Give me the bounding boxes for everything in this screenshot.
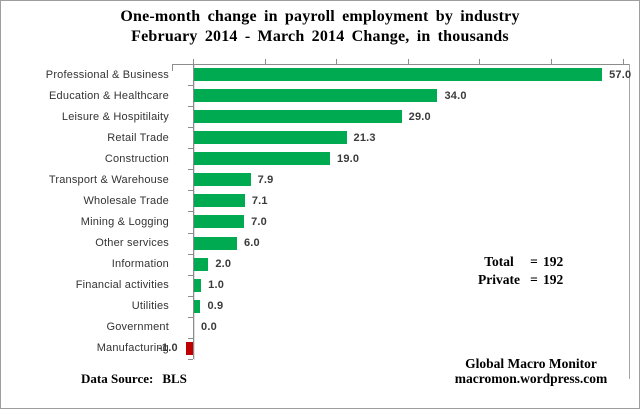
chart-title-line2: February 2014 - March 2014 Change, in th… [131,28,509,45]
bar-positive [194,152,331,166]
value-axis-tick [479,59,481,65]
bar-positive [194,110,402,124]
value-axis-line [172,64,629,65]
category-axis-tick [188,169,193,171]
bar-positive [194,194,245,208]
category-label: Utilities [131,300,169,313]
category-label: Mining & Logging [80,216,169,229]
totals-annotation: Total = 192 Private = 192 [473,253,563,289]
value-label: 0.9 [207,300,224,313]
category-label: Government [106,321,169,334]
category-axis-tick [188,337,193,339]
category-label: Education & Healthcare [49,89,169,102]
value-label: 2.0 [215,258,232,271]
category-label: Construction [104,152,169,165]
category-axis-tick [188,211,193,213]
category-axis-tick [188,274,193,276]
category-label: Retail Trade [107,131,169,144]
bar-positive [194,299,201,313]
category-axis-tick [188,148,193,150]
value-axis-tick [407,59,409,65]
category-label: Manufacturing [96,342,169,355]
private-equals-sign: = [530,272,538,287]
value-label: 0.0 [201,321,217,334]
category-axis-tick [188,190,193,192]
bar-positive [194,89,438,103]
value-label: 21.3 [353,131,376,144]
brand-note: Global Macro Monitor macromon.wordpress.… [421,356,639,386]
category-axis-tick [188,295,193,297]
value-label: 57.0 [609,68,632,81]
bar-negative [185,341,193,355]
value-label: 6.0 [243,237,260,250]
data-source-label: Data Source: [81,371,154,386]
category-axis-tick [188,316,193,318]
value-label: 7.0 [251,216,268,229]
value-axis-tick [193,59,194,65]
value-axis-tick [336,59,338,65]
category-axis-tick [188,253,193,255]
chart-title-line1: One-month change in payroll employment b… [120,8,520,25]
category-label: Transport & Warehouse [48,173,169,186]
category-label: Leisure & Hospitilaity [61,110,169,123]
value-axis-tick [551,59,552,65]
private-row: Private = 192 [473,271,563,289]
category-label: Financial activities [75,279,169,292]
value-axis-tick [622,59,624,65]
total-equals-sign: = [530,254,538,269]
brand-url: macromon.wordpress.com [454,371,608,386]
value-label: 34.0 [444,89,467,102]
bar-positive [194,215,245,229]
category-label: Professional & Business [45,68,169,81]
data-source-value: BLS [162,371,187,386]
private-label: Private [478,272,520,287]
bar-positive [194,278,202,292]
category-axis-tick [188,358,193,360]
data-source-note: Data Source: BLS [81,371,187,387]
total-row: Total = 192 [473,253,563,271]
category-axis-tick [188,64,193,65]
total-value: 192 [543,254,564,269]
brand-name: Global Macro Monitor [465,356,597,371]
bar-positive [194,68,603,81]
category-axis-tick [188,106,193,108]
value-label: 1.0 [208,279,225,292]
value-label: -1.0 [158,342,178,355]
plot-left-edge [172,64,173,71]
category-label: Wholesale Trade [83,194,169,207]
bar-positive [194,236,237,250]
value-label: 29.0 [408,110,431,123]
chart-title: One-month change in payroll employment b… [1,7,639,47]
category-axis-tick [188,127,193,129]
category-label: Information [111,258,169,271]
category-label: Other services [95,237,169,250]
category-axis-tick [188,85,193,87]
bar-positive [194,173,251,187]
category-axis-line [193,64,194,359]
value-label: 7.1 [251,194,268,207]
private-value: 192 [543,272,564,287]
value-label: 7.9 [257,173,274,186]
category-axis-tick [188,232,193,234]
bar-positive [194,257,209,271]
bar-positive [194,131,347,145]
value-label: 19.0 [337,152,360,165]
plot-right-border [629,64,630,379]
total-label: Total [484,254,514,269]
value-axis-tick [264,59,266,65]
